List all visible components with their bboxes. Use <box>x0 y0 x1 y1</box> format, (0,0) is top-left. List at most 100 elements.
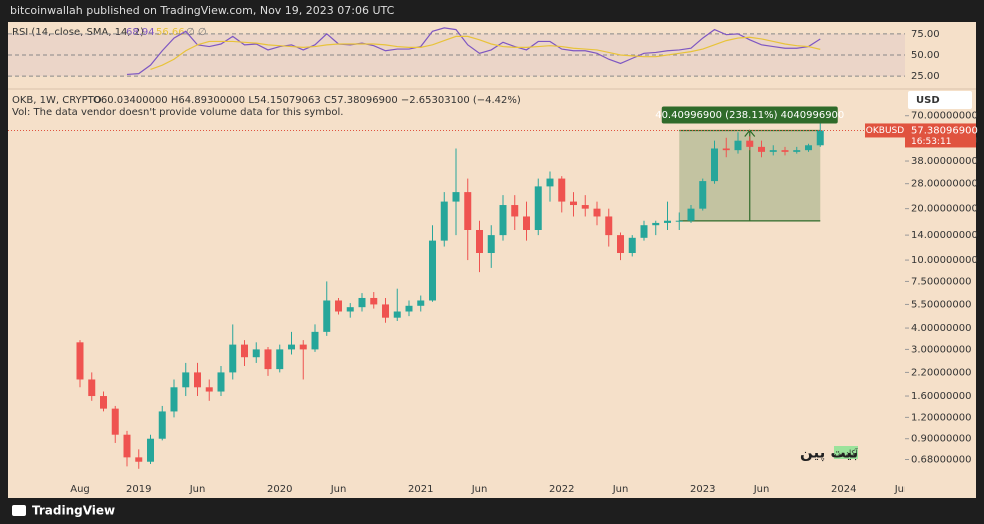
candle-body <box>570 201 577 206</box>
rsi-tick-label: 25.00 <box>911 71 940 82</box>
watermark: بیت پین <box>800 444 858 463</box>
candle-body <box>523 216 530 230</box>
y-tick-label: 3.00000000 <box>911 344 971 355</box>
price-label: 57.38096900 <box>911 125 978 136</box>
candle-body <box>464 192 472 230</box>
candle-body <box>711 148 718 182</box>
candle-body <box>335 300 342 312</box>
y-tick-label: 7.50000000 <box>911 276 971 287</box>
candle-body <box>429 240 436 301</box>
panel <box>8 22 976 498</box>
brand: TradingView <box>32 504 115 518</box>
candle-body <box>452 192 460 202</box>
y-tick-label: 0.68000000 <box>911 455 971 466</box>
candle-body <box>746 140 754 147</box>
candle-body <box>170 387 178 412</box>
plot: Aug 2019 Jun 2020 Jun 2021 Jun 2022 Jun 2023 Jun 20… <box>70 121 911 495</box>
x-tick-label: 2024 <box>831 484 856 495</box>
candle-body <box>675 220 683 222</box>
candle-body <box>734 140 742 151</box>
x-tick-label: Aug <box>70 484 90 495</box>
candle-body <box>135 457 143 462</box>
y-tick-label: 10.00000000 <box>911 255 978 266</box>
candle-body <box>605 216 613 236</box>
y-tick-label: 4.00000000 <box>911 323 971 334</box>
candle-body <box>816 130 824 146</box>
candle-body <box>382 304 389 318</box>
y-tick-label: 1.60000000 <box>911 391 971 402</box>
candle-body <box>440 201 448 241</box>
measure-label: 40.40996900 (238.11%) 4040996900 <box>655 110 844 121</box>
candle-body <box>805 145 812 151</box>
candle-body <box>323 300 331 332</box>
y-tick-label: 20.00000000 <box>911 204 978 215</box>
x-tick-label: 2021 <box>408 484 433 495</box>
currency-button[interactable] <box>908 91 972 109</box>
candle-body <box>229 344 237 373</box>
candle-body <box>758 146 765 152</box>
candle-body <box>699 181 707 209</box>
symbol-legend: OKB, 1W, CRYPTO <box>12 95 102 106</box>
ohlc-legend: O60.03400000 H64.89300000 L54.15079063 C… <box>93 95 521 106</box>
publish-note: bitcoinwallah published on TradingView.c… <box>10 4 395 17</box>
price-tag <box>905 123 976 148</box>
volume-note: Vol: The data vendor doesn't provide vol… <box>12 107 343 118</box>
candle-body <box>182 372 190 388</box>
candle-body <box>358 297 366 308</box>
candle-body <box>288 344 295 350</box>
candle-body <box>652 222 660 226</box>
x-tick-label: Jun <box>753 484 770 495</box>
candle-body <box>241 344 248 358</box>
candle-body <box>558 178 566 202</box>
candle-body <box>264 349 272 370</box>
x-tick-label: Jun <box>894 484 911 495</box>
watermark-tag: آکادمی <box>835 448 859 458</box>
candle-body <box>781 150 789 152</box>
x-tick-label: 2022 <box>549 484 574 495</box>
candle-body <box>194 372 201 388</box>
candle-body <box>158 411 166 439</box>
candle-body <box>123 434 131 458</box>
candle-body <box>581 205 589 209</box>
y-tick-label: 1.20000000 <box>911 412 971 423</box>
candle-body <box>476 229 483 254</box>
candle-body <box>534 186 542 230</box>
candle-body <box>147 438 154 462</box>
symbol-tag <box>865 123 905 138</box>
candle-body <box>346 307 354 312</box>
x-tick-label: Jun <box>330 484 347 495</box>
x-tick-label: 2020 <box>267 484 292 495</box>
candle-body <box>687 208 695 221</box>
candle-body <box>793 150 801 152</box>
y-tick-label: 0.90000000 <box>911 434 971 445</box>
x-tick-label: 2023 <box>690 484 715 495</box>
x-tick-label: Jun <box>471 484 488 495</box>
rsi-sma-value: 56.66 <box>156 27 185 38</box>
candle-body <box>88 379 96 397</box>
rsi-line <box>126 27 821 76</box>
rsi-tick-label: 50.00 <box>911 50 940 61</box>
watermark-tag-bg <box>834 446 858 459</box>
y-tick-label: 28.00000000 <box>911 179 978 190</box>
candle-body <box>311 331 319 350</box>
candle-body <box>370 297 378 305</box>
candle-body <box>76 342 84 380</box>
candle-body <box>217 372 225 392</box>
rsi-title: RSI (14, close, SMA, 14, 2) <box>12 27 144 38</box>
candle-body <box>487 235 495 254</box>
candle-body <box>299 344 307 350</box>
candle-body <box>276 349 284 370</box>
candle-body <box>417 300 425 306</box>
candle-body <box>499 205 507 236</box>
x-tick-label: Jun <box>612 484 629 495</box>
x-tick-label: 2019 <box>126 484 151 495</box>
countdown: 16:53:11 <box>911 137 951 147</box>
candle-body <box>252 349 260 358</box>
candle-body <box>405 305 413 312</box>
candle-body <box>640 225 648 238</box>
symbol-label: OKBUSD <box>866 126 904 136</box>
candle-body <box>100 396 107 409</box>
x-tick-label: Jun <box>189 484 206 495</box>
candle-body <box>628 237 636 254</box>
